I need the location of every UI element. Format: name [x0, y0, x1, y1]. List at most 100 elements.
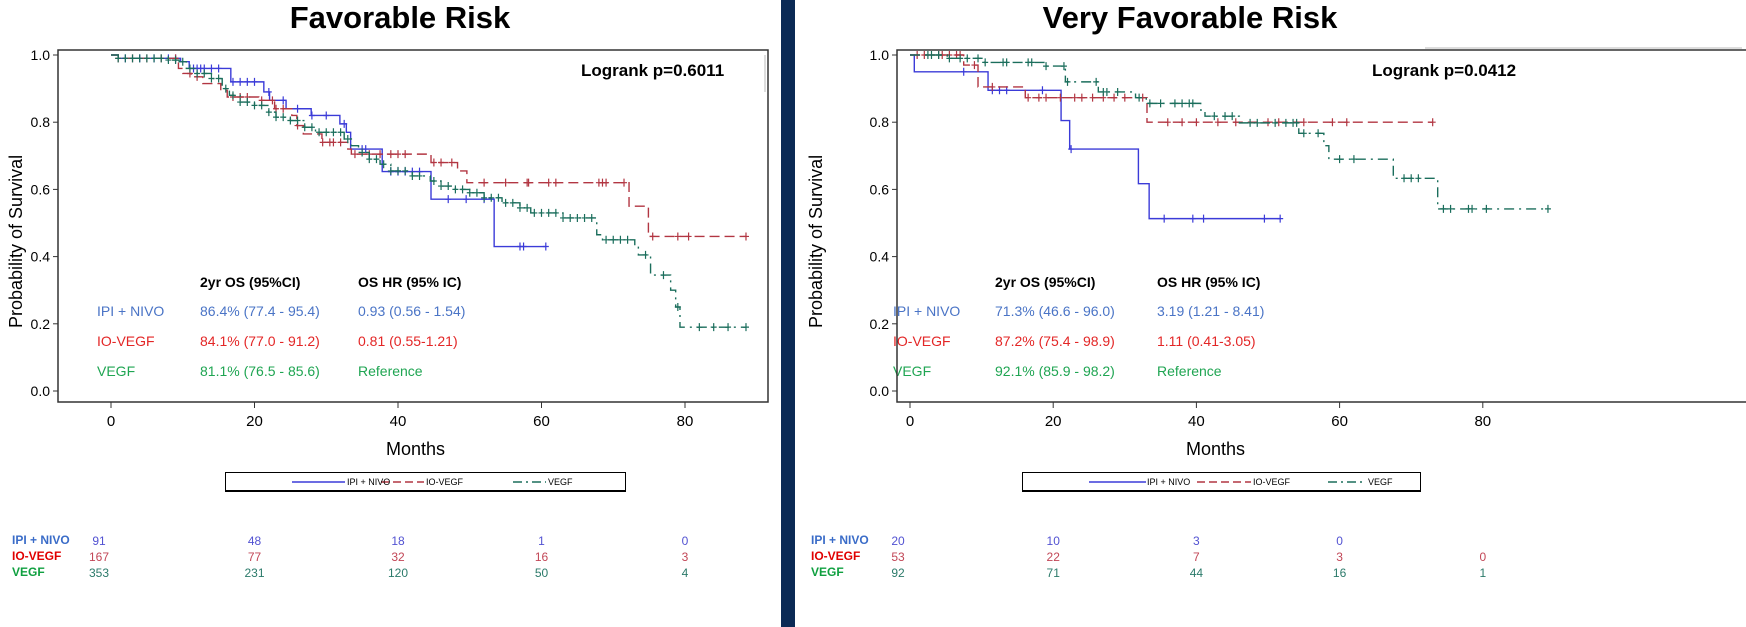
censor-mark: [330, 128, 337, 137]
censor-mark: [387, 150, 394, 159]
censor-mark: [1214, 118, 1221, 127]
censor-mark: [129, 54, 136, 63]
x-tick-label: 0: [906, 413, 914, 430]
censor-mark: [473, 188, 480, 197]
stats-hr-ipi: 3.19 (1.21 - 8.41): [1157, 303, 1265, 319]
legend-label-io: IO-VEGF: [426, 477, 464, 487]
censor-mark: [1336, 155, 1343, 164]
censor-mark: [337, 138, 344, 147]
risk-label-io: IO-VEGF: [12, 549, 62, 563]
censor-mark: [642, 250, 649, 259]
risk-count: 16: [1333, 566, 1347, 580]
censor-mark: [660, 271, 667, 280]
censor-mark: [674, 232, 681, 241]
censor-mark: [1544, 204, 1551, 213]
censor-mark: [946, 54, 953, 63]
risk-count: 16: [535, 550, 549, 564]
censor-mark: [1093, 77, 1100, 86]
censor-mark: [1315, 129, 1322, 138]
censor-mark: [395, 166, 401, 175]
censor-mark: [960, 67, 967, 76]
censor-mark: [229, 91, 236, 100]
risk-count: 50: [535, 566, 549, 580]
censor-mark: [1282, 118, 1289, 127]
stats-os-io: 87.2% (75.4 - 98.9): [995, 333, 1115, 349]
stats-label-vegf: VEGF: [893, 363, 932, 379]
censor-mark: [1064, 77, 1071, 86]
censor-mark: [542, 242, 549, 251]
censor-mark: [1277, 214, 1284, 223]
censor-mark: [1254, 118, 1261, 127]
censor-mark: [545, 178, 552, 187]
risk-count: 3: [1193, 534, 1200, 548]
censor-mark: [1429, 118, 1436, 127]
stats-os-ipi: 71.3% (46.6 - 96.0): [995, 303, 1115, 319]
censor-mark: [1028, 58, 1035, 67]
censor-mark: [273, 113, 280, 122]
risk-count: 53: [891, 550, 905, 564]
y-tick-label: 0.4: [31, 249, 51, 265]
censor-mark: [928, 51, 935, 59]
censor-mark: [516, 203, 523, 212]
censor-mark: [525, 178, 532, 187]
censor-mark: [1232, 118, 1239, 127]
y-tick-label: 0.6: [870, 181, 890, 197]
censor-mark: [1025, 93, 1032, 102]
censor-mark: [215, 64, 222, 73]
censor-mark: [603, 235, 610, 244]
risk-label-vegf: VEGF: [12, 565, 45, 579]
censor-mark: [710, 323, 717, 332]
censor-mark: [222, 84, 229, 93]
censor-mark: [251, 101, 258, 110]
censor-mark: [438, 182, 445, 191]
stats-hr-vegf: Reference: [1157, 363, 1222, 379]
risk-count: 22: [1047, 550, 1061, 564]
censor-mark: [1161, 214, 1168, 223]
censor-mark: [545, 208, 552, 217]
censor-mark: [696, 323, 703, 332]
censor-mark: [330, 138, 337, 147]
risk-label-ipi: IPI + NIVO: [12, 533, 70, 547]
censor-mark: [448, 158, 455, 167]
risk-count: 0: [682, 534, 689, 548]
censor-mark: [344, 135, 351, 143]
censor-mark: [742, 232, 749, 241]
legend-label-vegf: VEGF: [548, 477, 573, 487]
censor-mark: [1035, 93, 1042, 102]
censor-mark: [158, 54, 165, 63]
censor-mark: [377, 150, 384, 159]
y-tick-label: 0.2: [870, 316, 890, 332]
censor-mark: [416, 171, 423, 180]
censor-mark: [430, 177, 437, 185]
censor-mark: [438, 158, 445, 167]
censor-mark: [935, 51, 942, 59]
y-tick-label: 0.0: [870, 383, 890, 399]
censor-mark: [380, 160, 387, 169]
censor-mark: [1483, 204, 1490, 213]
km-curve-ipi-nivo: [910, 54, 1281, 220]
censor-mark: [560, 213, 567, 222]
censor-mark: [1003, 58, 1010, 67]
censor-mark: [459, 185, 466, 194]
censor-mark: [337, 128, 344, 137]
censor-mark: [1229, 112, 1236, 121]
plot-frame: [57, 49, 769, 403]
censor-mark: [1193, 118, 1200, 127]
censor-mark: [1469, 204, 1476, 213]
legend-label-ipi: IPI + NIVO: [347, 477, 391, 487]
x-tick-label: 60: [533, 413, 550, 430]
censor-mark: [1103, 87, 1110, 96]
km-curve-io-vegf: [910, 54, 1433, 123]
km-curve-vegf: [910, 54, 1548, 210]
censor-mark: [1447, 204, 1454, 213]
censor-mark: [179, 57, 186, 66]
censor-mark: [269, 96, 276, 105]
censor-mark: [1164, 118, 1171, 127]
stats-os-io: 84.1% (77.0 - 91.2): [200, 333, 320, 349]
censor-mark: [1189, 214, 1196, 223]
censor-mark: [402, 150, 409, 159]
censor-mark: [649, 232, 656, 241]
censor-mark: [1111, 93, 1118, 102]
x-tick-label: 60: [1331, 413, 1348, 430]
